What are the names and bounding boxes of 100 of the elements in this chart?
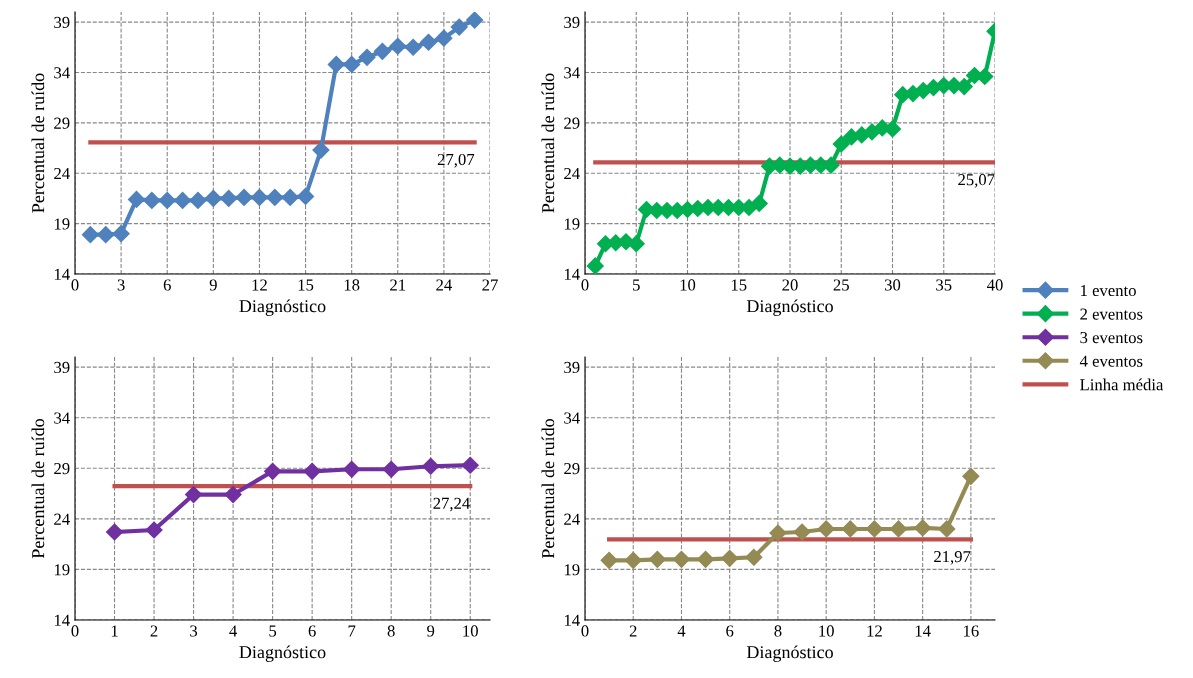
x-axis-title: Diagnóstico xyxy=(239,299,326,316)
x-tick-label: 5 xyxy=(269,625,277,637)
x-tick-label: 3 xyxy=(190,625,198,637)
x-tick-label: 3 xyxy=(117,279,125,291)
x-tick-label: 0 xyxy=(581,279,589,291)
point xyxy=(697,550,715,568)
x-tick-label: 6 xyxy=(163,279,171,291)
y-tick-label: 14 xyxy=(564,614,580,626)
point xyxy=(962,467,980,485)
point xyxy=(143,191,161,209)
point xyxy=(264,462,282,480)
x-tick-label: 10 xyxy=(819,625,834,637)
y-tick-label: 19 xyxy=(54,218,70,230)
y-tick-label: 39 xyxy=(564,361,580,374)
x-tick-label: 12 xyxy=(867,625,882,637)
point xyxy=(97,226,115,244)
y-tick-label: 14 xyxy=(54,614,70,626)
y-tick-label: 34 xyxy=(564,67,580,79)
point xyxy=(600,551,618,569)
x-tick-label: 10 xyxy=(463,625,478,637)
x-tick-label: 4 xyxy=(229,625,237,637)
y-axis-title: Percentual de ruído xyxy=(541,419,555,559)
annotation: 27,24 xyxy=(433,497,470,512)
y-tick-label: 39 xyxy=(54,16,70,29)
x-tick-label: 9 xyxy=(427,625,435,637)
point xyxy=(174,191,192,209)
x-tick-label: 0 xyxy=(71,279,79,291)
x-tick-label: 0 xyxy=(581,625,589,637)
point xyxy=(281,188,299,206)
x-tick-label: 14 xyxy=(915,625,931,637)
point xyxy=(648,550,666,568)
legend-label: 1 evento xyxy=(1081,284,1136,297)
point xyxy=(938,520,956,538)
y-tick-label: 24 xyxy=(564,513,580,525)
point xyxy=(127,190,146,208)
point xyxy=(303,462,321,480)
y-tick-label: 24 xyxy=(54,513,70,525)
y-tick-label: 24 xyxy=(564,167,580,180)
y-tick-label: 19 xyxy=(564,564,580,576)
x-axis-title: Diagnóstico xyxy=(746,645,833,662)
x-tick-label: 6 xyxy=(726,625,734,637)
x-tick-label: 15 xyxy=(298,279,314,291)
point xyxy=(343,460,361,478)
point xyxy=(250,188,268,206)
x-tick-label: 1 xyxy=(111,625,118,637)
legend-label: 2 eventos xyxy=(1080,308,1143,320)
point xyxy=(419,33,438,51)
point xyxy=(404,38,422,56)
y-tick-label: 34 xyxy=(54,412,70,424)
annotation: 21,97 xyxy=(934,551,971,565)
x-tick-label: 10 xyxy=(680,279,696,291)
y-tick-label: 34 xyxy=(564,412,580,424)
y-tick-label: 14 xyxy=(564,268,580,280)
y-tick-label: 29 xyxy=(564,463,580,475)
y-tick-label: 39 xyxy=(564,16,580,29)
x-tick-label: 30 xyxy=(884,279,901,291)
y-tick-label: 34 xyxy=(54,67,70,79)
point xyxy=(389,37,407,55)
point xyxy=(105,523,124,541)
point xyxy=(358,48,376,66)
y-tick-label: 19 xyxy=(564,218,580,230)
x-tick-label: 5 xyxy=(633,279,640,291)
legend-label: Linha média xyxy=(1080,378,1164,391)
point xyxy=(721,549,739,567)
x-tick-label: 21 xyxy=(390,279,406,291)
y-tick-label: 29 xyxy=(54,463,70,475)
x-tick-label: 8 xyxy=(387,625,395,637)
y-tick-label: 24 xyxy=(54,167,70,180)
point xyxy=(235,188,253,206)
point xyxy=(817,520,835,538)
point xyxy=(672,550,691,568)
point xyxy=(793,523,811,541)
point xyxy=(224,486,242,504)
point xyxy=(382,460,400,478)
x-tick-label: 12 xyxy=(252,279,267,291)
x-tick-label: 7 xyxy=(348,625,356,637)
x-tick-label: 25 xyxy=(833,279,849,291)
point xyxy=(750,194,768,213)
point xyxy=(914,519,932,537)
x-tick-label: 16 xyxy=(964,625,979,637)
x-axis-title: Diagnóstico xyxy=(239,645,326,662)
point xyxy=(297,187,315,205)
y-tick-label: 29 xyxy=(54,117,70,129)
x-tick-label: 2 xyxy=(629,625,637,637)
point xyxy=(312,141,330,159)
y-tick-label: 14 xyxy=(54,268,70,280)
point xyxy=(343,55,361,73)
point xyxy=(914,82,932,100)
x-tick-label: 27 xyxy=(482,279,498,291)
point xyxy=(327,55,345,73)
point xyxy=(158,191,176,209)
point xyxy=(586,257,604,274)
x-tick-label: 24 xyxy=(436,279,452,291)
point xyxy=(865,520,883,538)
point xyxy=(435,29,453,47)
point xyxy=(841,520,859,538)
point xyxy=(189,191,207,209)
x-tick-label: 15 xyxy=(731,279,747,291)
point xyxy=(466,12,484,29)
point xyxy=(204,189,222,207)
